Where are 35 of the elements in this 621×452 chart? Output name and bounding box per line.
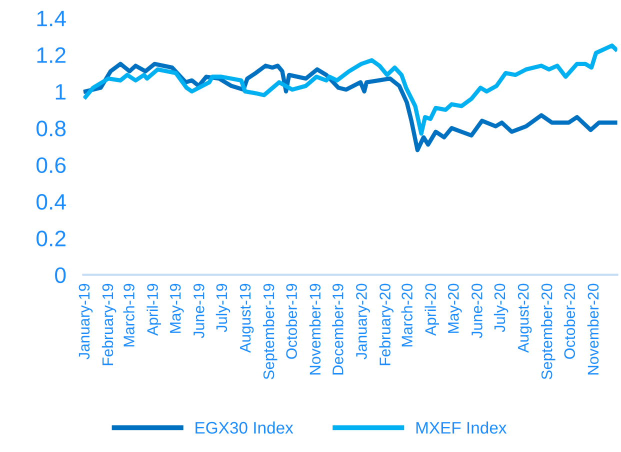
x-tick-label: December-19 — [332, 284, 344, 374]
line-series — [83, 62, 618, 152]
x-tick-label: April-20 — [424, 284, 440, 336]
x-tick-label: January-19 — [78, 284, 93, 360]
x-tick-label: July-19 — [216, 284, 230, 332]
x-tick-label: March-20 — [401, 284, 412, 346]
x-tick-label: September-20 — [541, 284, 556, 380]
y-tick-label: 0.4 — [36, 194, 66, 210]
x-tick-label: April-19 — [146, 284, 161, 336]
y-tick-label: 0.8 — [36, 120, 66, 136]
x-tick-label: February-20 — [379, 284, 394, 366]
x-tick-label: July-20 — [494, 284, 508, 332]
y-tick-label: 0.2 — [36, 230, 66, 246]
x-tick-label: September-19 — [262, 284, 278, 380]
y-tick-label: 1 — [56, 84, 66, 100]
x-tick-label: August-19 — [240, 284, 254, 353]
y-tick-label: 0 — [55, 267, 66, 284]
x-tick-label: June-20 — [472, 284, 482, 338]
x-tick-label: May-20 — [448, 284, 462, 333]
x-tick-label: November-19 — [309, 284, 321, 374]
x-tick-label: August-20 — [518, 284, 532, 353]
x-tick-label: March-19 — [123, 284, 134, 346]
x-tick-label: October-20 — [564, 284, 576, 359]
x-tick-label: January-20 — [356, 284, 370, 360]
legend-label: EGX30 Index — [196, 421, 294, 434]
x-tick-label: May-19 — [170, 284, 184, 333]
x-tick-label: October-19 — [286, 284, 297, 359]
line-series — [83, 44, 618, 136]
y-tick-label: 0.6 — [36, 157, 66, 174]
y-tick-label: 1.2 — [37, 47, 66, 63]
legend-label: MXEF Index — [416, 421, 507, 434]
y-tick-label: 1.4 — [37, 10, 66, 26]
x-tick-label: June-19 — [193, 284, 204, 338]
x-tick-label: November-20 — [587, 284, 599, 374]
x-tick-label: February-19 — [102, 284, 116, 366]
